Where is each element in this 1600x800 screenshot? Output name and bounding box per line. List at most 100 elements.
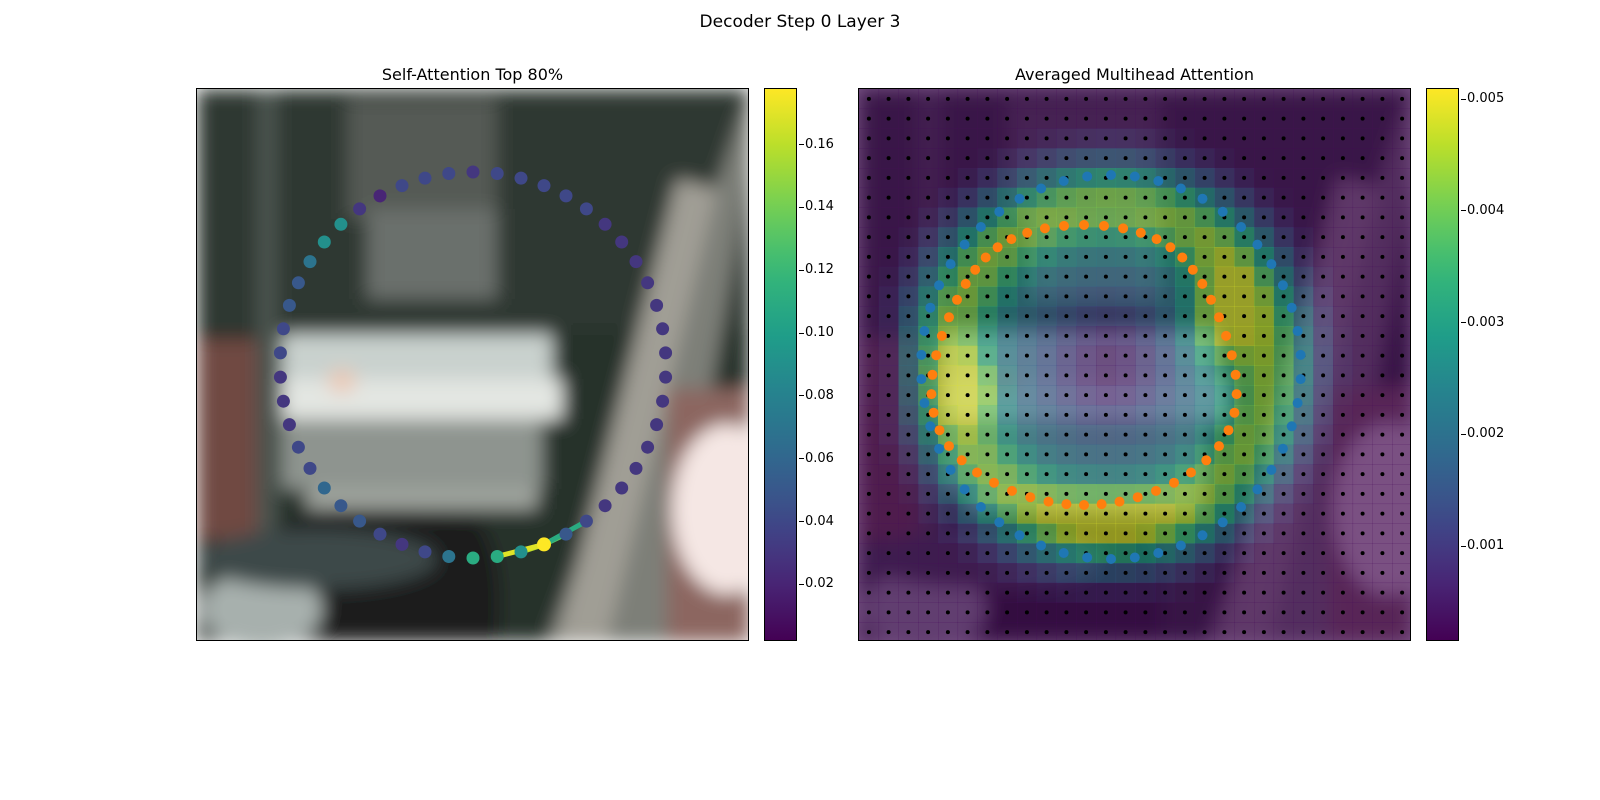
grid-dot xyxy=(1281,254,1286,259)
grid-dot xyxy=(1380,235,1385,240)
grid-dot xyxy=(1261,333,1266,338)
grid-dot xyxy=(1143,136,1148,141)
grid-dot xyxy=(1281,116,1286,121)
orange-point xyxy=(1022,227,1033,238)
grid-dot xyxy=(1202,432,1207,437)
grid-dot xyxy=(1281,175,1286,180)
grid-dot xyxy=(1024,373,1029,378)
grid-dot xyxy=(1123,393,1128,398)
grid-dot xyxy=(1380,136,1385,141)
grid-dot xyxy=(1024,590,1029,595)
grid-dot xyxy=(945,254,950,259)
grid-dot xyxy=(906,156,911,161)
attention-point xyxy=(537,179,551,193)
grid-dot xyxy=(1064,333,1069,338)
grid-dot xyxy=(1242,452,1247,457)
blue-point xyxy=(975,502,986,512)
grid-dot xyxy=(1084,373,1089,378)
right-colorbar-tick: 0.005 xyxy=(1460,91,1505,107)
attention-point xyxy=(282,298,296,312)
grid-dot xyxy=(1123,175,1128,180)
grid-dot xyxy=(985,136,990,141)
grid-dot xyxy=(1103,393,1108,398)
grid-dot xyxy=(906,96,911,101)
grid-dot xyxy=(1044,452,1049,457)
grid-dot xyxy=(1084,570,1089,575)
grid-dot xyxy=(1380,353,1385,358)
blue-point xyxy=(1175,540,1186,551)
grid-dot xyxy=(1064,314,1069,319)
grid-dot xyxy=(1084,511,1089,516)
grid-dot xyxy=(886,491,891,496)
grid-dot xyxy=(985,432,990,437)
orange-point xyxy=(956,455,967,466)
grid-dot xyxy=(1064,215,1069,220)
grid-dot xyxy=(1084,156,1089,161)
grid-dot xyxy=(866,294,871,299)
grid-dot xyxy=(1281,393,1286,398)
grid-dot xyxy=(1084,235,1089,240)
grid-dot xyxy=(1202,215,1207,220)
blue-point xyxy=(916,349,927,360)
grid-dot xyxy=(906,630,911,635)
grid-dot xyxy=(1005,472,1010,477)
grid-dot xyxy=(1340,96,1345,101)
grid-dot xyxy=(1005,551,1010,556)
left-colorbar-tick: 0.02 xyxy=(799,576,834,592)
grid-dot xyxy=(1084,412,1089,417)
grid-dot xyxy=(1084,136,1089,141)
blue-point xyxy=(1129,171,1140,182)
grid-dot xyxy=(1340,551,1345,556)
grid-dot xyxy=(886,274,891,279)
grid-dot xyxy=(1143,195,1148,200)
grid-dot xyxy=(1202,630,1207,635)
grid-dot xyxy=(886,136,891,141)
grid-dot xyxy=(1380,491,1385,496)
grid-dot xyxy=(1024,432,1029,437)
grid-dot xyxy=(1202,610,1207,615)
grid-dot xyxy=(1321,373,1326,378)
grid-dot xyxy=(1242,472,1247,477)
attention-point xyxy=(514,545,528,559)
orange-point xyxy=(1096,499,1107,510)
grid-dot xyxy=(1380,511,1385,516)
grid-dot xyxy=(1163,314,1168,319)
grid-dot xyxy=(1261,551,1266,556)
grid-dot xyxy=(1400,393,1405,398)
blue-point xyxy=(1106,170,1116,180)
grid-dot xyxy=(1064,116,1069,121)
grid-dot xyxy=(866,590,871,595)
blue-point xyxy=(925,302,936,313)
grid-dot xyxy=(1301,274,1306,279)
attention-point xyxy=(317,235,331,249)
grid-dot xyxy=(1321,294,1326,299)
grid-dot xyxy=(1182,452,1187,457)
grid-dot xyxy=(1321,353,1326,358)
grid-dot xyxy=(886,254,891,259)
grid-dot xyxy=(1360,254,1365,259)
grid-dot xyxy=(1360,511,1365,516)
grid-dot xyxy=(1024,610,1029,615)
grid-dot xyxy=(1281,511,1286,516)
grid-dot xyxy=(1281,294,1286,299)
grid-dot xyxy=(1143,630,1148,635)
grid-dot xyxy=(1222,96,1227,101)
grid-dot xyxy=(866,570,871,575)
orange-point xyxy=(1231,389,1242,400)
grid-dot xyxy=(1321,491,1326,496)
grid-dot xyxy=(1380,294,1385,299)
grid-dot xyxy=(1360,274,1365,279)
grid-dot xyxy=(985,215,990,220)
grid-dot xyxy=(1103,195,1108,200)
grid-dot xyxy=(1143,294,1148,299)
grid-dot xyxy=(1143,570,1148,575)
grid-dot xyxy=(1143,551,1148,556)
grid-dot xyxy=(1242,491,1247,496)
grid-dot xyxy=(1222,531,1227,536)
grid-dot xyxy=(1281,156,1286,161)
grid-dot xyxy=(1044,412,1049,417)
left-colorbar-tick: 0.16 xyxy=(799,136,834,152)
grid-dot xyxy=(1103,294,1108,299)
grid-dot xyxy=(1005,274,1010,279)
grid-dot xyxy=(1340,570,1345,575)
